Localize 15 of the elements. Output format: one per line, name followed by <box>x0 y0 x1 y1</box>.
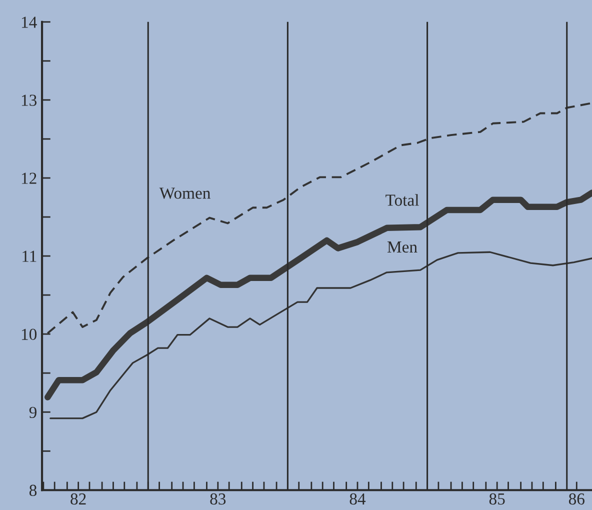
x-tick-label: 85 <box>489 493 505 505</box>
y-tick-label: 9 <box>29 406 36 418</box>
y-tick-label: 14 <box>22 16 37 28</box>
y-tick-label: 8 <box>29 484 37 496</box>
series-label: Men <box>387 242 418 253</box>
x-tick-label: 82 <box>70 493 86 505</box>
y-tick-label: 13 <box>22 94 37 106</box>
y-tick-label: 12 <box>22 172 36 184</box>
x-tick-label: 86 <box>568 493 584 505</box>
x-tick-label: 84 <box>350 493 366 505</box>
y-tick-label: 10 <box>22 328 37 340</box>
y-tick-label: 11 <box>22 250 36 262</box>
x-tick-label: 83 <box>210 493 226 505</box>
series-label: Total <box>386 194 419 206</box>
series-label: Women <box>159 188 210 199</box>
